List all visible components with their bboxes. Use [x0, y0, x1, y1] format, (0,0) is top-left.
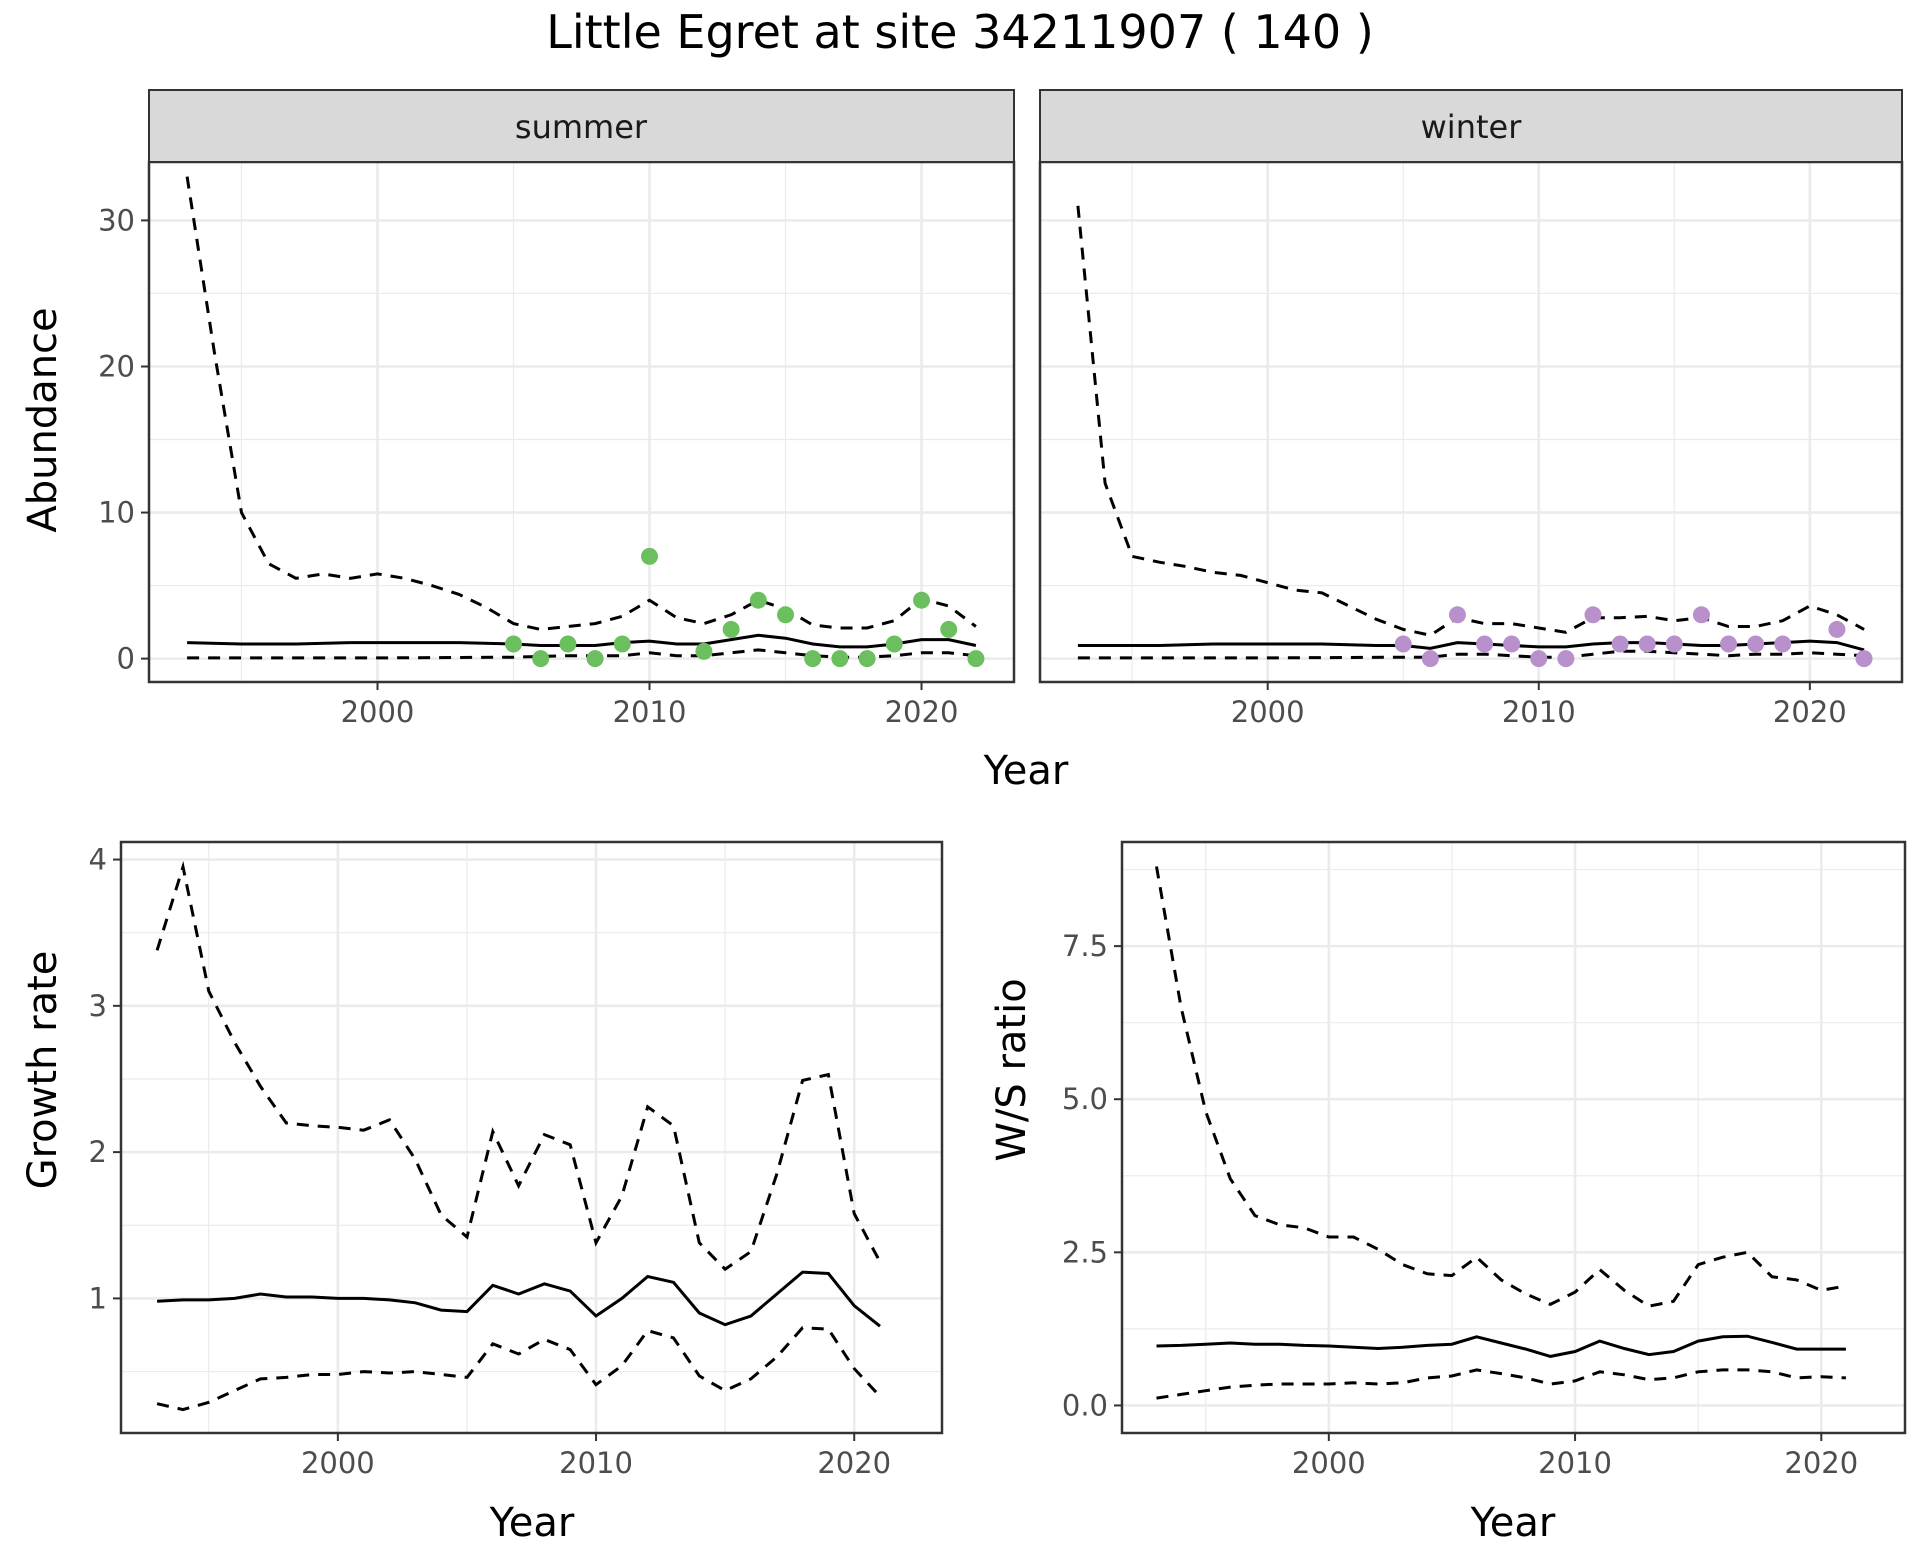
ws-y-tick-label: 2.5 — [1062, 1235, 1108, 1269]
winter-observed-point — [1774, 635, 1792, 653]
winter-observed-point — [1557, 650, 1575, 668]
summer-observed-point — [913, 591, 931, 609]
winter-observed-point — [1747, 635, 1765, 653]
growth-y-tick-label: 2 — [89, 1135, 107, 1169]
winter-observed-point — [1421, 650, 1439, 668]
summer-observed-point — [559, 635, 577, 653]
summer-observed-point — [641, 547, 659, 565]
winter-observed-point — [1476, 635, 1494, 653]
summer-x-tick-label: 2010 — [613, 695, 687, 729]
summer-observed-point — [532, 650, 550, 668]
summer-observed-point — [695, 642, 713, 660]
winter-observed-point — [1584, 606, 1602, 624]
winter-observed-point — [1611, 635, 1629, 653]
ws-plot-background — [1122, 842, 1905, 1433]
growth-x-tick-label: 2000 — [301, 1446, 375, 1480]
ws-y-tick-label: 5.0 — [1062, 1082, 1108, 1116]
growth-y-tick-label: 3 — [89, 989, 107, 1023]
winter-x-tick-label: 2000 — [1231, 695, 1305, 729]
growth-x-axis-title: Year — [489, 1500, 575, 1546]
summer-observed-point — [777, 606, 795, 624]
summer-plot-background — [149, 162, 1014, 682]
summer-x-tick-label: 2000 — [341, 695, 415, 729]
winter-observed-point — [1720, 635, 1738, 653]
panel-growth-rate: 2000 2010 2020 1 2 3 4 — [89, 840, 944, 1480]
top-x-axis-title: Year — [983, 748, 1069, 794]
summer-y-tick-label: 10 — [98, 496, 135, 530]
strip-summer-label: summer — [515, 108, 648, 146]
summer-observed-point — [613, 635, 631, 653]
winter-plot-background — [1040, 162, 1902, 682]
ws-x-axis-title: Year — [1470, 1500, 1556, 1546]
winter-observed-point — [1855, 650, 1873, 668]
panel-summer: 2000 2010 2020 0 10 20 30 — [98, 160, 1016, 729]
winter-lower-bound-line — [1077, 649, 1865, 660]
summer-observed-point — [722, 620, 740, 638]
ws-x-tick-label: 2000 — [1292, 1446, 1366, 1480]
main-title: Little Egret at site 34211907 ( 140 ) — [546, 5, 1374, 59]
panel-winter: 2000 2010 2020 — [1038, 160, 1904, 729]
growth-x-tick-label: 2020 — [817, 1446, 891, 1480]
winter-observed-point — [1530, 650, 1548, 668]
winter-x-tick-label: 2020 — [1773, 695, 1847, 729]
summer-observed-point — [586, 650, 604, 668]
growth-mean-line — [157, 1270, 881, 1328]
summer-observed-point — [831, 650, 849, 668]
summer-lower-bound-line — [187, 648, 977, 660]
ws-x-tick-label: 2010 — [1538, 1446, 1612, 1480]
ws-upper-bound-line — [1155, 866, 1847, 1308]
summer-observed-point — [504, 635, 522, 653]
winter-observed-point — [1638, 635, 1656, 653]
growth-y-tick-label: 4 — [89, 843, 107, 877]
growth-upper-bound-line — [155, 860, 882, 1272]
ws-lower-bound-line — [1156, 1368, 1846, 1400]
summer-upper-bound-line — [185, 176, 977, 631]
winter-x-tick-label: 2010 — [1502, 695, 1576, 729]
summer-mean-line — [187, 633, 977, 649]
ws-y-tick-label: 7.5 — [1062, 929, 1108, 963]
ws-y-tick-label: 0.0 — [1062, 1388, 1108, 1422]
ws-x-tick-label: 2020 — [1784, 1446, 1858, 1480]
summer-x-tick-label: 2020 — [885, 695, 959, 729]
top-y-axis-title: Abundance — [20, 307, 66, 532]
winter-observed-point — [1448, 606, 1466, 624]
strip-summer — [148, 89, 1015, 163]
summer-observed-point — [804, 650, 822, 668]
ws-y-axis-title: W/S ratio — [989, 978, 1035, 1161]
summer-observed-point — [940, 620, 958, 638]
growth-panel-border — [119, 840, 944, 1435]
summer-observed-point — [967, 650, 985, 668]
summer-observed-point — [885, 635, 903, 653]
summer-y-tick-label: 0 — [117, 642, 135, 676]
summer-y-tick-label: 30 — [98, 203, 135, 237]
ws-panel-border — [1120, 840, 1907, 1435]
winter-observed-point — [1692, 606, 1710, 624]
growth-y-tick-label: 1 — [89, 1281, 107, 1315]
strip-winter-label: winter — [1421, 108, 1523, 146]
summer-y-tick-label: 20 — [98, 349, 135, 383]
growth-plot-background — [121, 842, 942, 1433]
summer-observed-point — [858, 650, 876, 668]
winter-observed-point — [1828, 620, 1846, 638]
summer-observed-point — [749, 591, 767, 609]
winter-observed-point — [1394, 635, 1412, 653]
growth-x-tick-label: 2010 — [559, 1446, 633, 1480]
growth-y-axis-title: Growth rate — [20, 951, 66, 1190]
winter-observed-point — [1665, 635, 1683, 653]
panel-ws-ratio: 2000 2010 2020 0.0 2.5 5.0 7.5 — [1062, 840, 1907, 1480]
winter-observed-point — [1503, 635, 1521, 653]
growth-lower-bound-line — [156, 1326, 882, 1412]
strip-winter — [1039, 89, 1903, 163]
ws-mean-line — [1156, 1334, 1846, 1358]
